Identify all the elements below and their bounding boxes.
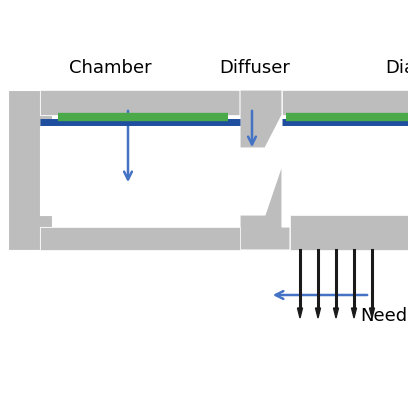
Polygon shape	[40, 90, 240, 115]
Polygon shape	[352, 308, 357, 318]
Text: Chamber: Chamber	[69, 59, 151, 77]
Text: Need: Need	[360, 307, 407, 325]
Polygon shape	[282, 90, 408, 115]
Text: Diffuser: Diffuser	[220, 59, 290, 77]
Polygon shape	[8, 90, 52, 250]
Polygon shape	[333, 308, 339, 318]
Polygon shape	[370, 308, 375, 318]
Polygon shape	[240, 90, 282, 148]
Polygon shape	[297, 308, 302, 318]
Text: Dia: Dia	[385, 59, 408, 77]
Polygon shape	[290, 215, 408, 250]
Polygon shape	[240, 165, 290, 250]
Polygon shape	[315, 308, 321, 318]
Polygon shape	[40, 227, 240, 250]
